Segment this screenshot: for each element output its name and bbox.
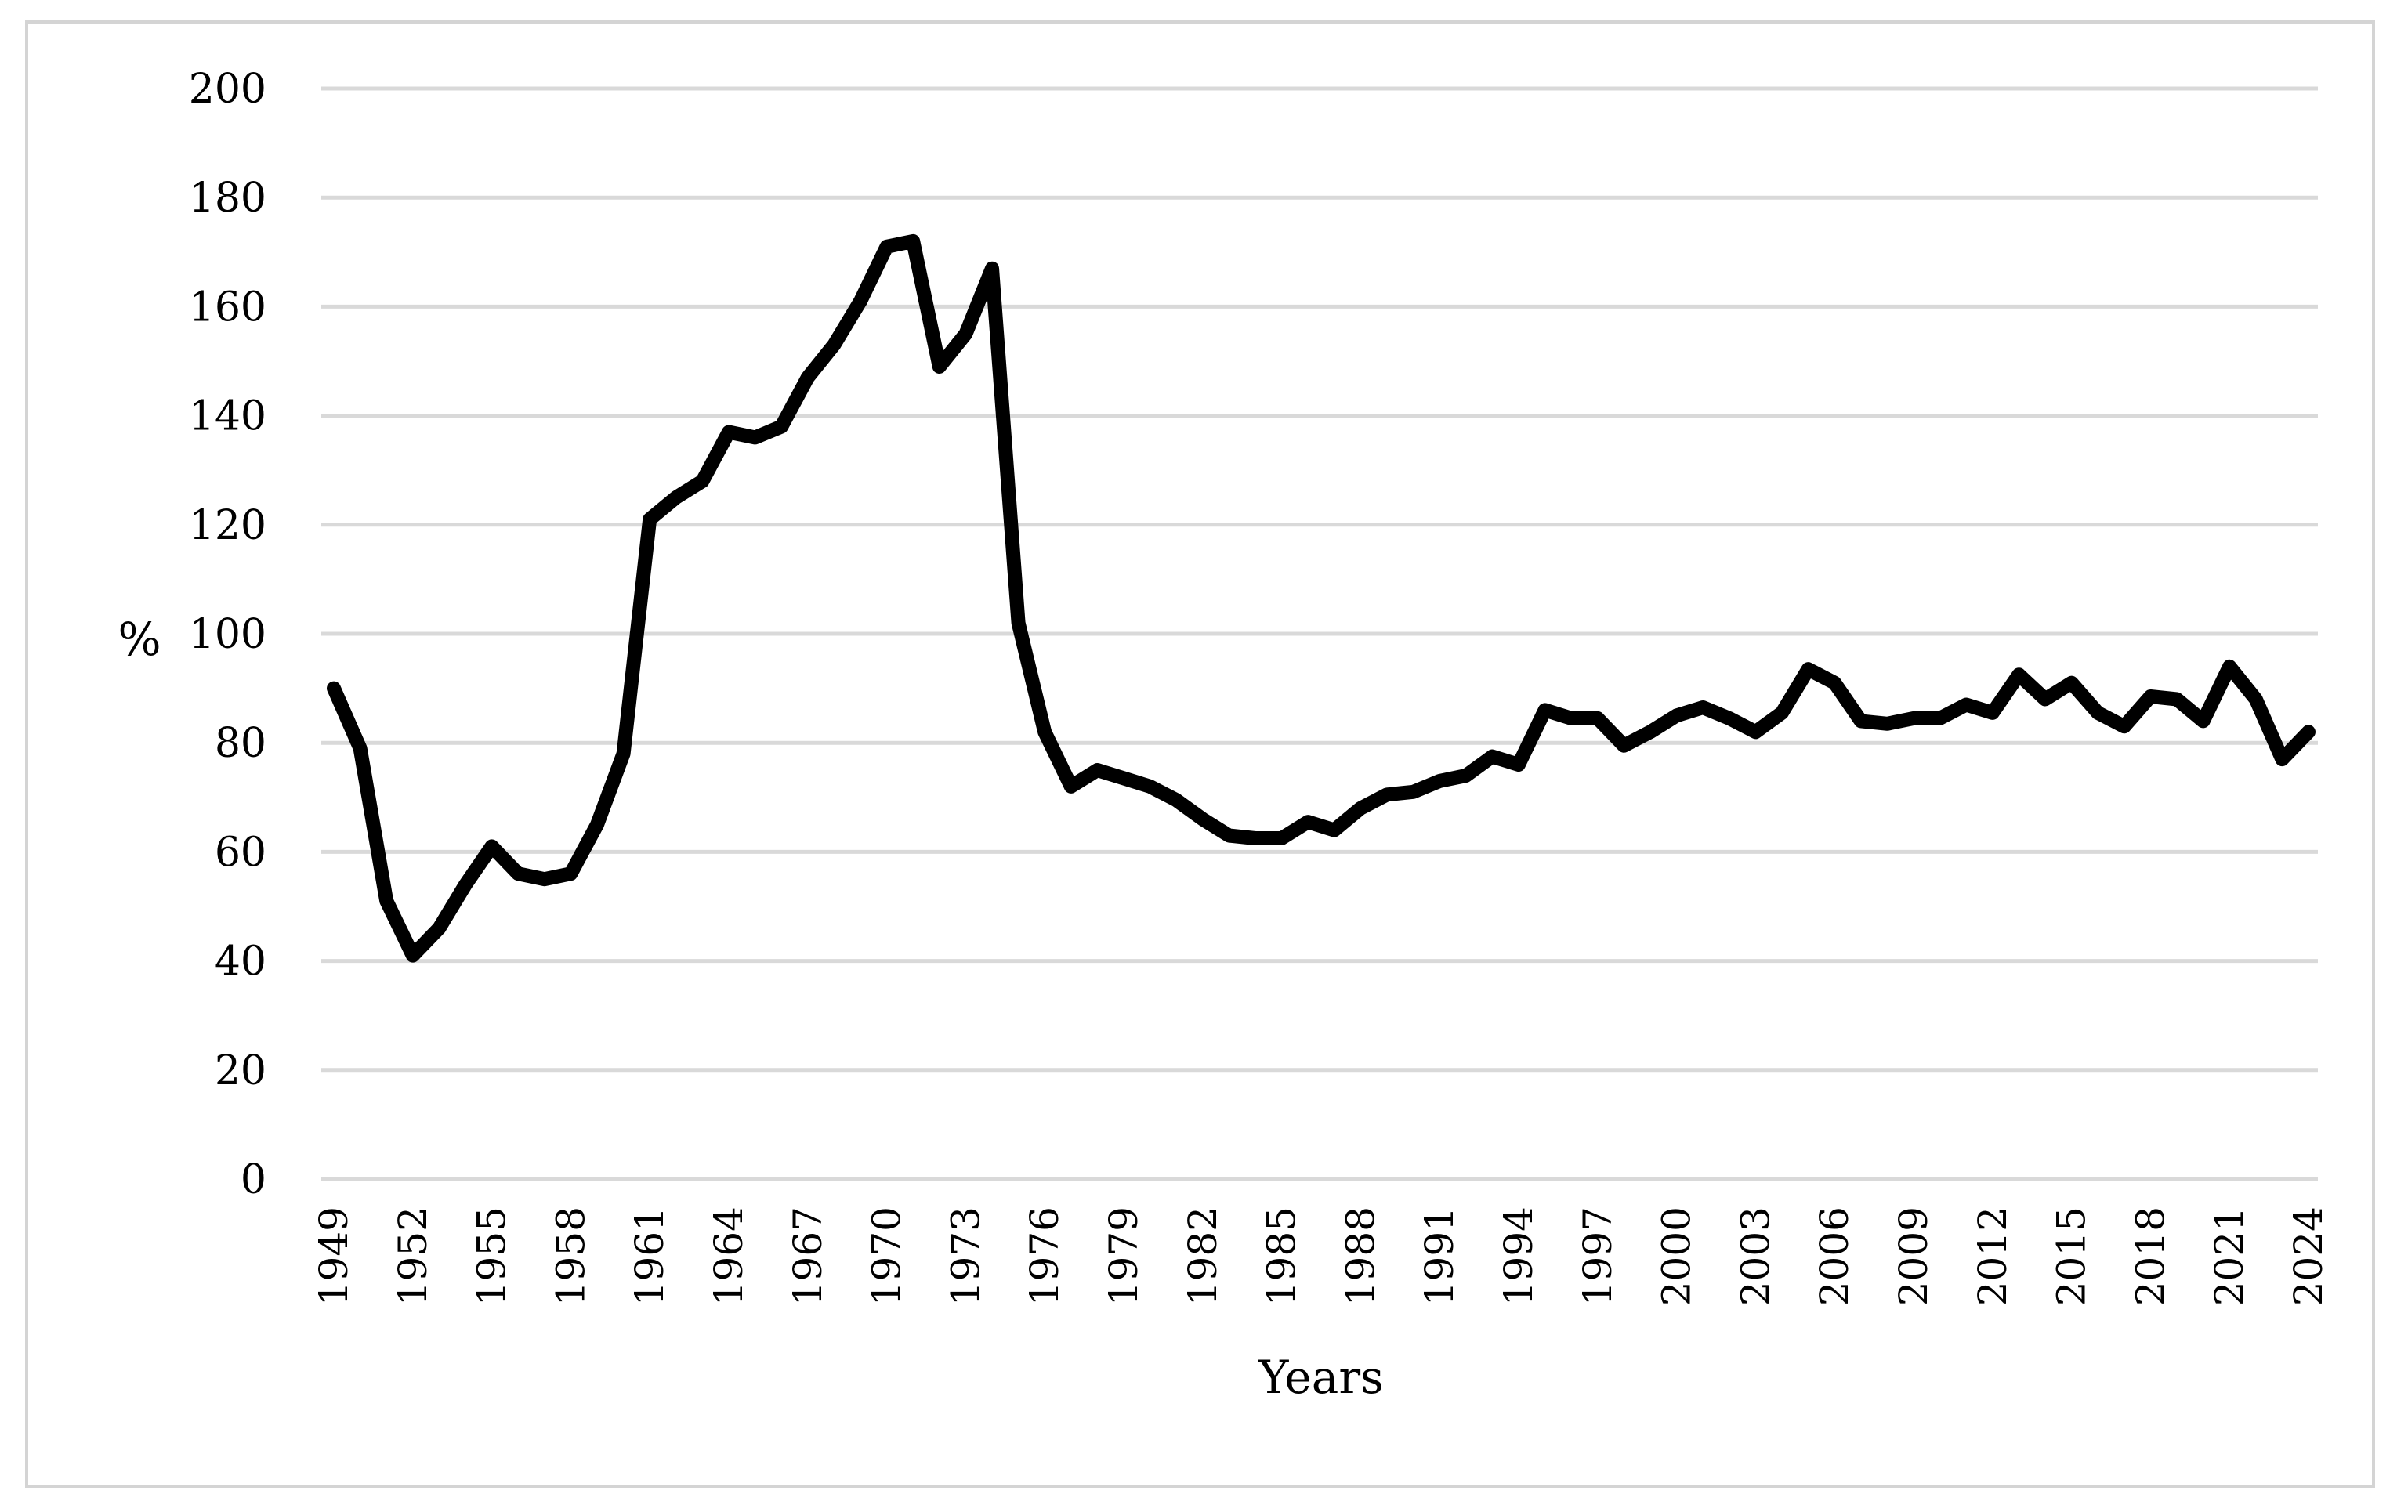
data-point-2006	[1834, 682, 1835, 684]
x-tick-label: 2018	[2127, 1206, 2173, 1306]
series-layer	[327, 233, 2316, 963]
x-tick-label: 1979	[1101, 1206, 1146, 1306]
data-point-2019	[2176, 699, 2178, 700]
data-point-1985	[1281, 837, 1283, 839]
data-point-2008	[1886, 723, 1888, 725]
data-point-1969	[860, 300, 861, 302]
x-tick-label: 2021	[2207, 1206, 2252, 1306]
x-tick-label: 2012	[1970, 1206, 2015, 1306]
data-point-1974	[991, 268, 993, 269]
y-tick-label: 60	[215, 829, 266, 876]
data-point-2012	[1992, 712, 1993, 714]
data-point-1949	[333, 688, 335, 689]
x-tick-label: 2006	[1812, 1206, 1857, 1306]
y-tick-label: 0	[241, 1156, 266, 1203]
data-point-1967	[807, 377, 809, 378]
x-tick-label: 1958	[548, 1206, 593, 1306]
y-tick-label: 80	[215, 720, 266, 767]
x-tick-labels: 1949 1952 1955 1958 1961 1964 1967 1970 1973 1976…	[311, 1206, 2331, 1306]
y-tick-label: 140	[189, 393, 266, 440]
data-point-1977	[1070, 786, 1072, 787]
y-tick-label: 160	[189, 284, 266, 331]
x-tick-label: 2015	[2049, 1206, 2095, 1306]
y-tick-label: 200	[189, 66, 266, 113]
x-tick-label: 1994	[1496, 1206, 1541, 1306]
chart-frame	[25, 20, 2375, 1488]
y-tick-label: 100	[189, 611, 266, 658]
x-tick-label: 1967	[785, 1206, 831, 1306]
data-point-2000	[1676, 714, 1678, 716]
data-point-1993	[1491, 756, 1493, 758]
x-tick-label: 1955	[469, 1206, 515, 1306]
data-point-2007	[1860, 720, 1862, 722]
x-tick-label: 1973	[943, 1206, 988, 1306]
data-point-2015	[2071, 682, 2073, 684]
data-point-2021	[2229, 666, 2230, 667]
data-point-2001	[1702, 707, 1704, 708]
x-tick-label: 2003	[1733, 1206, 1778, 1306]
y-tick-labels: 0 20 40 60 80 100 120 140 160 180 200	[189, 66, 266, 1203]
x-tick-label: 2024	[2286, 1206, 2331, 1306]
data-point-2011	[1965, 704, 1967, 705]
data-point-1957	[544, 878, 545, 880]
data-point-1973	[965, 333, 966, 335]
data-point-1978	[1096, 769, 1098, 771]
x-axis-title: Years	[1258, 1351, 1384, 1404]
data-point-1954	[465, 884, 466, 885]
gridlines	[321, 86, 2318, 1181]
data-point-1975	[1018, 622, 1019, 624]
data-point-1952	[412, 955, 414, 957]
x-tick-label: 1970	[864, 1206, 910, 1306]
x-tick-label: 1997	[1575, 1206, 1620, 1306]
data-point-1963	[701, 480, 703, 482]
data-point-1959	[596, 824, 598, 826]
data-point-1981	[1175, 799, 1177, 801]
data-point-1955	[491, 845, 493, 847]
x-tick-label: 1985	[1259, 1206, 1305, 1306]
data-point-2004	[1781, 712, 1783, 714]
x-tick-label: 1976	[1022, 1206, 1067, 1306]
data-point-1986	[1307, 821, 1309, 823]
data-point-1990	[1413, 791, 1414, 793]
x-tick-label: 2009	[1891, 1206, 1936, 1306]
x-tick-label: 1961	[627, 1206, 672, 1306]
data-point-1962	[675, 497, 677, 498]
x-tick-label: 2000	[1654, 1206, 1700, 1306]
y-tick-label: 20	[215, 1047, 266, 1094]
x-tick-label: 1949	[311, 1206, 357, 1306]
data-point-1995	[1544, 709, 1546, 711]
x-tick-label: 1964	[706, 1206, 751, 1306]
data-point-2023	[2281, 758, 2283, 760]
y-tick-label: 120	[189, 502, 266, 549]
x-tick-label: 1988	[1338, 1206, 1383, 1306]
data-point-1989	[1386, 794, 1388, 795]
data-point-1966	[780, 426, 782, 427]
data-point-1984	[1255, 837, 1256, 839]
y-tick-label: 40	[215, 939, 266, 986]
x-tick-label: 1952	[390, 1206, 436, 1306]
data-point-2022	[2255, 699, 2257, 700]
series-line-0	[327, 233, 2316, 963]
data-point-2005	[1808, 668, 1809, 670]
x-tick-label: 1991	[1417, 1206, 1462, 1306]
x-tick-label: 1982	[1180, 1206, 1226, 1306]
data-point-2014	[2044, 699, 2046, 700]
data-point-1951	[386, 900, 387, 902]
y-tick-label: 180	[189, 175, 266, 222]
y-axis-title: %	[118, 613, 161, 666]
data-point-1991	[1439, 780, 1440, 782]
data-point-2018	[2149, 696, 2151, 697]
data-point-1970	[886, 246, 888, 248]
